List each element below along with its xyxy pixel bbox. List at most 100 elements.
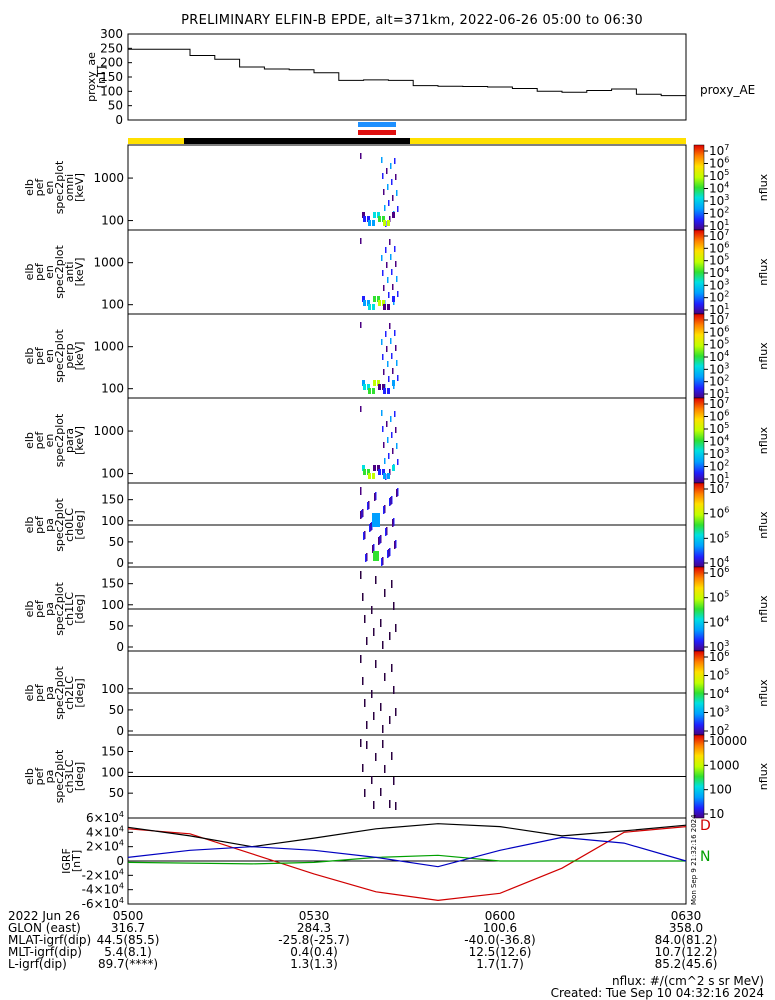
ylabel-line: perp xyxy=(63,343,76,368)
colorbar-tick-label: 106 xyxy=(709,565,729,580)
spectrogram-streak xyxy=(382,354,384,360)
ylabel-line: spec2plot xyxy=(53,329,66,383)
colorbar-label: nflux xyxy=(757,342,770,370)
spectrogram-streak xyxy=(373,712,375,720)
spectrogram-cell xyxy=(382,216,385,222)
ylabel-line: elb xyxy=(23,768,36,785)
spectrogram-streak xyxy=(397,459,399,465)
spectrogram-streak xyxy=(395,261,397,267)
ylabel-line: [keV] xyxy=(73,426,86,455)
spectrogram-streak xyxy=(380,535,382,543)
spectrogram-streak xyxy=(387,277,389,283)
ylabel-line: pef xyxy=(33,431,46,450)
spectrogram-streak xyxy=(391,269,393,275)
footer-row-value: 44.5(85.5) xyxy=(97,933,160,947)
spectrogram-streak xyxy=(381,558,383,566)
spectrogram-streak xyxy=(391,752,393,760)
ytick-label: 100 xyxy=(101,598,124,612)
ytick-label: 50 xyxy=(109,619,124,633)
spectrogram-streak xyxy=(391,496,393,504)
spectrogram-streak xyxy=(362,677,364,685)
spectrogram-cell xyxy=(382,469,385,475)
spectrogram-streak xyxy=(387,550,389,558)
spectrogram-streak xyxy=(386,527,388,535)
ylabel-line: pef xyxy=(33,262,46,281)
igrf-label-n: N xyxy=(700,849,710,865)
spectrogram-streak xyxy=(395,345,397,351)
spectrogram-streak xyxy=(389,716,391,724)
footer-row-label: 2022 Jun 26 xyxy=(8,909,80,923)
footer-row-value: 0.4(0.4) xyxy=(290,945,338,959)
spectrogram-cell xyxy=(363,384,366,390)
spectrogram-streak xyxy=(391,580,393,588)
colorbar-label: nflux xyxy=(757,511,770,539)
ylabel-line: [keV] xyxy=(73,258,86,287)
spectrogram-cell xyxy=(378,300,381,306)
spectrogram-streak xyxy=(396,489,398,497)
spectrogram-panel-1: elbpefenspec2plotanti[keV]10010001071061… xyxy=(23,228,770,317)
ylabel-line: elb xyxy=(23,264,36,281)
spectrogram-streak xyxy=(381,157,383,163)
ylabel-line: proxy_ae xyxy=(85,52,98,102)
spectrogram-streak xyxy=(394,541,396,549)
spectrogram-cell xyxy=(392,465,395,471)
spectrogram-streak xyxy=(383,442,385,448)
ylabel-line: en xyxy=(43,349,56,363)
spectrogram-streak xyxy=(360,238,362,244)
spectrogram-cell xyxy=(387,388,390,394)
created-note: Created: Tue Sep 10 04:32:16 2024 xyxy=(551,986,764,1000)
blue-zone-bar xyxy=(358,122,396,127)
spectrogram-panels: elbpefenspec2plotomni[keV]10010001071061… xyxy=(23,143,770,821)
ylabel-line: spec2plot xyxy=(53,666,66,720)
spectrogram-cell xyxy=(372,220,375,226)
ylabel-line: pa xyxy=(43,602,56,616)
igrf-line-3 xyxy=(127,836,687,868)
spectrogram-streak xyxy=(391,664,393,672)
ytick-label: 100 xyxy=(101,214,124,228)
ylabel-line: pef xyxy=(33,178,46,197)
ytick-label: 100 xyxy=(101,467,124,481)
spectrogram-cell xyxy=(392,380,395,386)
spectrogram-cell xyxy=(362,212,365,218)
colorbar-label: nflux xyxy=(757,173,770,201)
colorbar xyxy=(693,734,705,819)
proxy-ae-frame xyxy=(127,33,687,121)
spectrogram-cell xyxy=(372,304,375,310)
colorbar-tick-label: 10000 xyxy=(709,734,747,748)
ytick-label: 150 xyxy=(101,577,124,591)
igrf-line-1 xyxy=(127,854,686,865)
spectrogram-cell xyxy=(392,296,395,302)
ytick-label: 50 xyxy=(109,535,124,549)
spectrogram-streak xyxy=(360,487,362,495)
ylabel-line: elb xyxy=(23,601,36,618)
ytick-label: 1000 xyxy=(93,256,124,270)
spectrogram-streak xyxy=(390,338,392,344)
ylabel-line: elb xyxy=(23,179,36,196)
spectrogram-streak xyxy=(397,375,399,381)
spectrogram-streak xyxy=(389,216,391,222)
spectrogram-frame xyxy=(127,397,687,484)
spectrogram-streak xyxy=(388,453,390,459)
spectrogram-streak xyxy=(380,703,382,711)
colorbar-tick-label: 106 xyxy=(709,649,729,664)
spectrogram-streak xyxy=(379,536,381,544)
footer-row-value: 1.7(1.7) xyxy=(476,957,524,971)
spectrogram-streak xyxy=(397,488,399,496)
colorbar-label: nflux xyxy=(757,762,770,790)
spectrogram-cell xyxy=(372,473,375,479)
spectrogram-streak xyxy=(371,690,373,698)
ytick-label: 100 xyxy=(101,765,124,779)
ylabel-line: para xyxy=(63,428,76,453)
igrf-ytick-label: -4×104 xyxy=(82,882,124,897)
igrf-side-note: Mon Sep 9 21:32:16 2024 xyxy=(690,814,698,905)
colorbar xyxy=(693,650,705,736)
spectrogram-streak xyxy=(397,291,399,297)
spectrogram-streak xyxy=(395,427,397,433)
spectrogram-streak xyxy=(389,469,391,475)
spectrogram-streak xyxy=(375,576,377,584)
colorbar-label: nflux xyxy=(757,679,770,707)
spectrogram-streak xyxy=(382,173,384,179)
ae-ytick-label: 250 xyxy=(100,41,123,55)
spectrogram-streak xyxy=(386,346,388,352)
spectrogram-streak xyxy=(389,323,391,329)
